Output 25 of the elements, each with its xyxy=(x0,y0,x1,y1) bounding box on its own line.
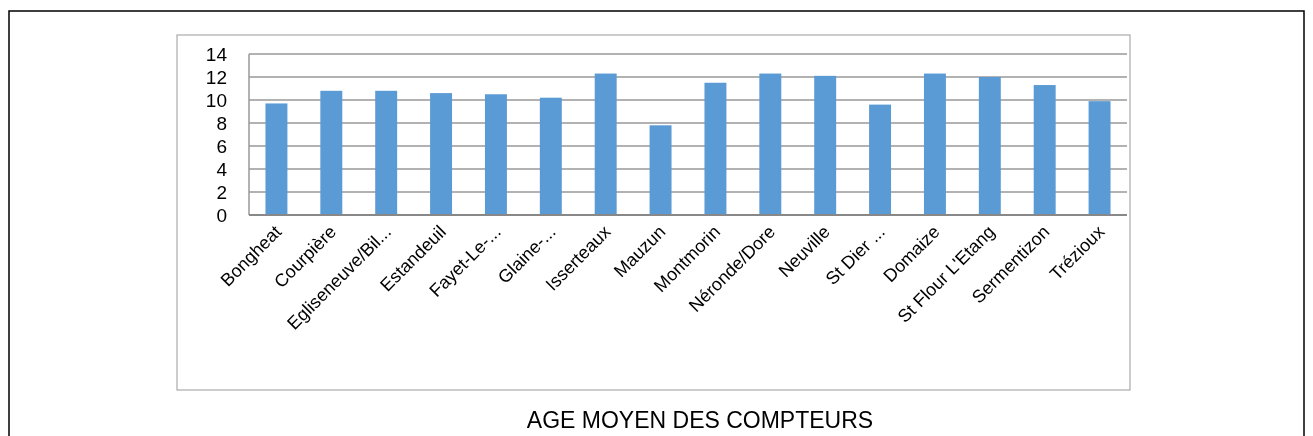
bar xyxy=(649,125,672,215)
bar xyxy=(1088,101,1111,215)
bar xyxy=(594,73,617,215)
y-tick-label: 8 xyxy=(216,112,227,134)
bar xyxy=(759,73,782,215)
bar xyxy=(539,97,562,215)
bar xyxy=(923,73,946,215)
bar xyxy=(265,103,288,215)
bar xyxy=(430,93,453,215)
bar xyxy=(484,94,507,215)
bar xyxy=(320,90,343,215)
bar xyxy=(978,77,1001,215)
bar xyxy=(814,75,837,215)
bar xyxy=(704,82,727,215)
y-tick-label: 0 xyxy=(216,204,227,226)
y-tick-label: 4 xyxy=(216,158,228,180)
text: AGE MOYEN DES COMPTEURS xyxy=(526,407,874,433)
y-tick-label: 10 xyxy=(205,89,227,111)
y-tick-label: 12 xyxy=(205,66,227,88)
bar xyxy=(375,90,398,215)
bar xyxy=(869,104,892,215)
y-tick-label: 2 xyxy=(216,181,227,203)
y-tick-label: 14 xyxy=(205,43,228,65)
bar xyxy=(1033,85,1056,215)
y-tick-label: 6 xyxy=(216,135,227,157)
